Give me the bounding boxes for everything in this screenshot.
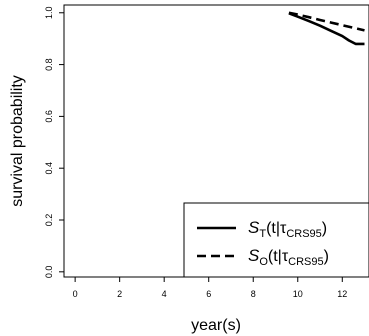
y-tick-label: 1.0 [44, 7, 54, 20]
series-line-SO [288, 11, 365, 32]
x-tick-label: 8 [251, 289, 256, 299]
x-tick-label: 12 [337, 289, 347, 299]
legend-label-ST: ST(t|τCRS95) [248, 218, 327, 240]
x-tick-label: 10 [293, 289, 303, 299]
x-tick-label: 0 [73, 289, 78, 299]
y-axis-title: survival probability [9, 75, 26, 207]
y-tick-label: 0.6 [44, 110, 54, 123]
y-tick-label: 0.0 [44, 266, 54, 279]
x-tick-label: 2 [117, 289, 122, 299]
legend: ST(t|τCRS95) SO(t|τCRS95) [183, 202, 369, 278]
y-tick-label: 0.4 [44, 162, 54, 175]
x-axis-title: year(s) [191, 317, 241, 334]
series-layer [288, 11, 365, 46]
y-tick-label: 0.8 [44, 58, 54, 71]
legend-box [183, 202, 369, 278]
x-tick-label: 6 [206, 289, 211, 299]
legend-label-SO: SO(t|τCRS95) [248, 246, 329, 268]
y-axis: 0.0 0.2 0.4 0.6 0.8 1.0 [44, 7, 65, 279]
x-axis: 0 2 4 6 8 10 12 [73, 276, 347, 299]
x-tick-label: 4 [162, 289, 167, 299]
series-line-ST [288, 12, 365, 46]
y-tick-label: 0.2 [44, 214, 54, 227]
